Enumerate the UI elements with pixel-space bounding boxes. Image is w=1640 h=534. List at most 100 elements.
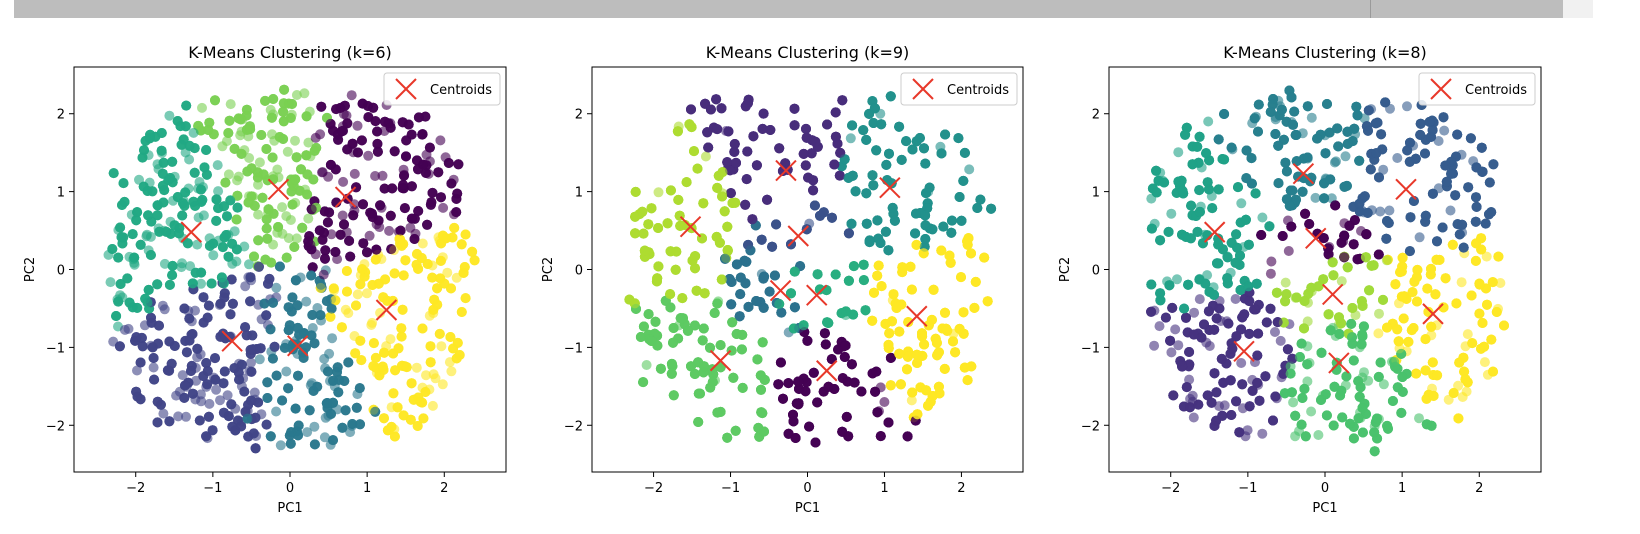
data-point — [725, 165, 736, 176]
data-point — [349, 168, 360, 179]
data-point — [412, 249, 422, 259]
data-point — [317, 234, 328, 245]
data-point — [307, 323, 318, 333]
data-point — [374, 222, 385, 232]
data-point — [171, 390, 182, 401]
legend-marker-b — [395, 78, 417, 100]
data-point — [246, 395, 257, 406]
data-point — [281, 252, 292, 263]
data-point — [690, 263, 700, 274]
data-point — [232, 175, 243, 186]
data-point — [247, 330, 258, 341]
data-point — [362, 247, 372, 258]
data-point — [304, 405, 315, 416]
data-point — [164, 110, 175, 121]
data-point — [279, 84, 290, 95]
data-point — [385, 210, 396, 221]
data-point — [446, 366, 457, 377]
data-point — [339, 100, 350, 111]
data-point — [737, 382, 748, 393]
data-point — [843, 228, 854, 239]
data-point — [286, 186, 297, 197]
data-point — [115, 279, 126, 289]
data-point — [368, 361, 379, 372]
data-point — [267, 129, 277, 140]
data-point — [143, 245, 154, 256]
data-point — [345, 427, 356, 438]
data-point — [325, 311, 336, 322]
data-point — [804, 421, 815, 432]
data-point — [287, 99, 297, 109]
data-point — [142, 297, 153, 308]
data-point — [650, 316, 661, 327]
data-point — [190, 267, 201, 278]
toolbar-divider — [1370, 0, 1371, 18]
data-point — [327, 333, 338, 344]
data-point — [662, 218, 673, 229]
data-point — [119, 196, 130, 207]
data-point — [430, 373, 441, 384]
data-point — [108, 168, 119, 179]
data-point — [399, 170, 409, 181]
data-point — [189, 167, 200, 178]
data-point — [222, 390, 233, 401]
data-point — [250, 443, 261, 454]
data-point — [332, 362, 343, 373]
data-point — [309, 421, 320, 432]
data-point — [879, 397, 890, 407]
data-point — [226, 274, 237, 285]
data-point — [180, 147, 191, 158]
data-point — [340, 405, 351, 416]
data-point — [310, 132, 321, 143]
data-point — [370, 406, 381, 417]
data-point — [425, 357, 436, 368]
data-point — [204, 117, 215, 128]
data-point — [405, 222, 416, 233]
data-point — [835, 147, 846, 158]
data-point — [181, 347, 192, 358]
data-point — [281, 211, 292, 222]
data-point — [341, 110, 352, 121]
data-point — [267, 152, 278, 163]
data-point — [257, 192, 268, 203]
data-point — [194, 415, 205, 426]
data-point — [243, 272, 254, 283]
data-point — [306, 270, 317, 281]
data-point — [315, 310, 326, 321]
data-point — [192, 239, 203, 250]
data-point — [386, 244, 397, 255]
horizontal-scrollbar[interactable] — [14, 0, 1574, 18]
data-point — [197, 194, 208, 205]
data-point — [758, 302, 769, 313]
data-point — [124, 297, 135, 308]
data-point — [223, 128, 234, 138]
data-point — [940, 307, 950, 318]
data-point — [293, 420, 304, 431]
data-point — [192, 352, 203, 363]
data-point — [910, 228, 921, 239]
data-point — [184, 313, 195, 324]
data-point — [456, 307, 467, 317]
data-point — [213, 186, 224, 197]
data-point — [187, 329, 198, 339]
data-point — [778, 393, 788, 404]
data-point — [232, 202, 243, 213]
data-point — [905, 261, 916, 272]
data-point — [352, 120, 363, 131]
data-point — [846, 218, 857, 229]
centroid-stroke-b — [221, 330, 243, 352]
data-point — [319, 432, 330, 443]
data-point — [427, 187, 438, 198]
data-point — [117, 292, 128, 303]
data-point — [211, 215, 222, 226]
data-point — [260, 95, 271, 106]
data-point — [351, 300, 361, 311]
data-point — [241, 104, 252, 115]
data-point — [286, 306, 297, 317]
data-point — [146, 317, 157, 328]
data-point — [322, 217, 333, 228]
data-point — [356, 135, 367, 146]
data-point — [880, 226, 891, 237]
data-point — [362, 288, 372, 299]
data-point — [223, 411, 234, 422]
